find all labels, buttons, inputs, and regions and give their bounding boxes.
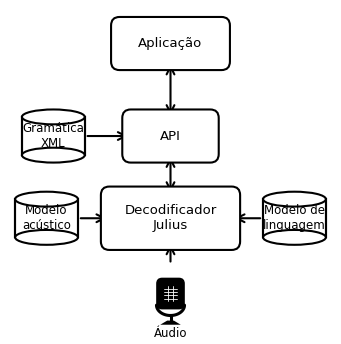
FancyBboxPatch shape xyxy=(159,301,182,308)
Text: Modelo de
linguagem: Modelo de linguagem xyxy=(263,204,326,232)
FancyBboxPatch shape xyxy=(111,17,230,70)
Text: Áudio: Áudio xyxy=(154,326,187,340)
Polygon shape xyxy=(15,199,78,237)
Text: Decodificador
Julius: Decodificador Julius xyxy=(124,204,217,232)
Polygon shape xyxy=(160,321,181,325)
Ellipse shape xyxy=(263,192,326,206)
Ellipse shape xyxy=(22,148,85,163)
Polygon shape xyxy=(263,199,326,237)
FancyBboxPatch shape xyxy=(101,186,240,250)
Ellipse shape xyxy=(263,230,326,245)
Ellipse shape xyxy=(22,109,85,124)
FancyBboxPatch shape xyxy=(157,279,184,309)
Polygon shape xyxy=(22,117,85,155)
Text: Gramática
XML: Gramática XML xyxy=(23,122,84,150)
Text: API: API xyxy=(160,130,181,142)
Ellipse shape xyxy=(15,230,78,245)
FancyBboxPatch shape xyxy=(122,109,219,163)
Text: Aplicação: Aplicação xyxy=(138,37,203,50)
Ellipse shape xyxy=(15,192,78,206)
Text: Modelo
acústico: Modelo acústico xyxy=(22,204,71,232)
